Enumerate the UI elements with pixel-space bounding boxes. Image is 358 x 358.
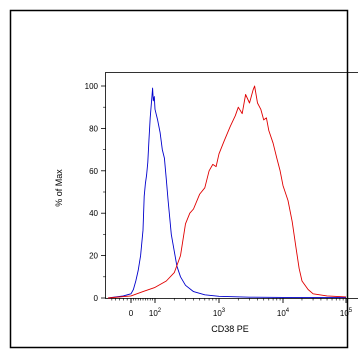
y-tick-label: 40 xyxy=(89,209,98,218)
y-tick-label: 20 xyxy=(89,252,98,261)
y-tick-label: 80 xyxy=(89,124,98,133)
y-tick-label: 100 xyxy=(85,82,99,91)
series-layer xyxy=(107,85,347,299)
x-tick-label: 103 xyxy=(213,308,226,318)
x-axis: 0 102 103 104 105 xyxy=(111,298,353,318)
y-axis-title: % of Max xyxy=(54,169,64,207)
x-tick-label: 102 xyxy=(149,308,162,318)
y-axis: 0 20 40 60 80 100 xyxy=(85,82,106,303)
outer-border xyxy=(9,9,349,349)
x-tick-label: 104 xyxy=(277,308,290,318)
plot-area xyxy=(105,72,358,299)
x-tick-label: 0 xyxy=(129,309,134,318)
x-axis-title: CD38 PE xyxy=(211,324,249,334)
x-tick-label: 105 xyxy=(340,308,353,318)
y-tick-label: 0 xyxy=(94,294,99,303)
y-tick-label: 60 xyxy=(89,167,98,176)
series-line-1 xyxy=(107,87,347,299)
series-line-2 xyxy=(107,85,347,299)
